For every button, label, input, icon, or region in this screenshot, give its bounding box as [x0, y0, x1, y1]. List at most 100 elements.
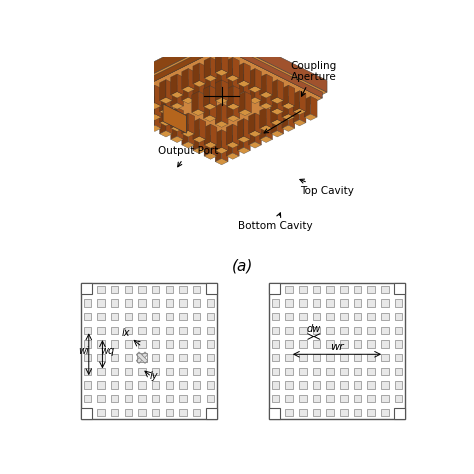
Bar — [165, 286, 173, 293]
Bar — [138, 368, 146, 375]
Bar — [83, 395, 91, 402]
Polygon shape — [260, 125, 273, 131]
Bar — [354, 368, 361, 375]
Bar — [165, 299, 173, 307]
Bar — [193, 313, 201, 320]
Bar — [299, 313, 307, 320]
Polygon shape — [215, 147, 228, 154]
Bar — [179, 286, 187, 293]
Polygon shape — [188, 80, 195, 100]
Bar — [340, 327, 347, 334]
Bar — [97, 354, 105, 362]
Polygon shape — [204, 57, 210, 78]
Polygon shape — [288, 108, 295, 128]
Polygon shape — [121, 48, 322, 148]
Polygon shape — [271, 130, 284, 137]
Bar — [381, 354, 389, 362]
Bar — [381, 409, 389, 416]
Bar — [111, 299, 118, 307]
Bar — [97, 327, 105, 334]
Polygon shape — [171, 125, 183, 131]
Polygon shape — [148, 96, 155, 117]
Polygon shape — [192, 91, 198, 112]
Bar — [125, 395, 132, 402]
Polygon shape — [288, 96, 295, 117]
Polygon shape — [188, 124, 195, 145]
Polygon shape — [260, 103, 273, 109]
Polygon shape — [255, 68, 262, 89]
Polygon shape — [204, 124, 210, 145]
Bar — [272, 368, 279, 375]
Bar — [179, 340, 187, 348]
Bar — [367, 381, 375, 389]
Bar — [83, 313, 91, 320]
Bar — [97, 313, 105, 320]
Polygon shape — [215, 52, 222, 73]
Polygon shape — [210, 98, 216, 118]
Bar — [111, 313, 118, 320]
Bar — [299, 354, 307, 362]
Polygon shape — [200, 63, 206, 84]
Bar — [137, 352, 148, 364]
Polygon shape — [233, 86, 240, 107]
Polygon shape — [204, 75, 217, 82]
Polygon shape — [237, 63, 244, 84]
Polygon shape — [238, 91, 245, 112]
Bar — [313, 299, 320, 307]
Bar — [299, 381, 307, 389]
Polygon shape — [245, 91, 252, 112]
Polygon shape — [203, 103, 216, 110]
Polygon shape — [227, 98, 233, 118]
Bar — [193, 327, 201, 334]
Bar — [179, 395, 187, 402]
Polygon shape — [193, 81, 206, 87]
Bar — [193, 340, 201, 348]
Bar — [207, 395, 214, 402]
Polygon shape — [210, 135, 217, 156]
Bar — [340, 313, 347, 320]
Bar — [269, 283, 280, 294]
Bar — [327, 327, 334, 334]
Bar — [367, 286, 375, 293]
Polygon shape — [200, 130, 206, 150]
Text: (a): (a) — [232, 258, 254, 273]
Bar — [394, 408, 405, 419]
Bar — [285, 313, 293, 320]
Bar — [340, 354, 347, 362]
Polygon shape — [160, 102, 166, 123]
Bar — [179, 327, 187, 334]
Bar — [340, 299, 347, 307]
Bar — [327, 409, 334, 416]
Bar — [111, 368, 118, 375]
Bar — [367, 409, 375, 416]
Polygon shape — [233, 57, 239, 78]
Polygon shape — [126, 96, 133, 117]
Polygon shape — [293, 102, 300, 123]
Polygon shape — [215, 80, 222, 100]
Polygon shape — [193, 63, 200, 84]
Bar — [81, 283, 92, 294]
Bar — [207, 381, 214, 389]
Bar — [272, 354, 279, 362]
Polygon shape — [244, 118, 250, 139]
Polygon shape — [182, 113, 188, 134]
Polygon shape — [266, 118, 273, 139]
Bar — [327, 313, 334, 320]
Polygon shape — [148, 103, 161, 109]
Bar — [299, 286, 307, 293]
Bar — [83, 327, 91, 334]
Bar — [179, 299, 187, 307]
Polygon shape — [248, 142, 262, 148]
Polygon shape — [160, 91, 166, 111]
Polygon shape — [248, 97, 262, 104]
Polygon shape — [226, 142, 239, 148]
Bar — [381, 340, 389, 348]
Bar — [313, 409, 320, 416]
Bar — [111, 327, 118, 334]
Polygon shape — [193, 74, 200, 95]
Polygon shape — [193, 136, 206, 143]
Bar — [299, 299, 307, 307]
Bar — [285, 286, 293, 293]
Bar — [327, 381, 334, 389]
Polygon shape — [266, 108, 273, 128]
